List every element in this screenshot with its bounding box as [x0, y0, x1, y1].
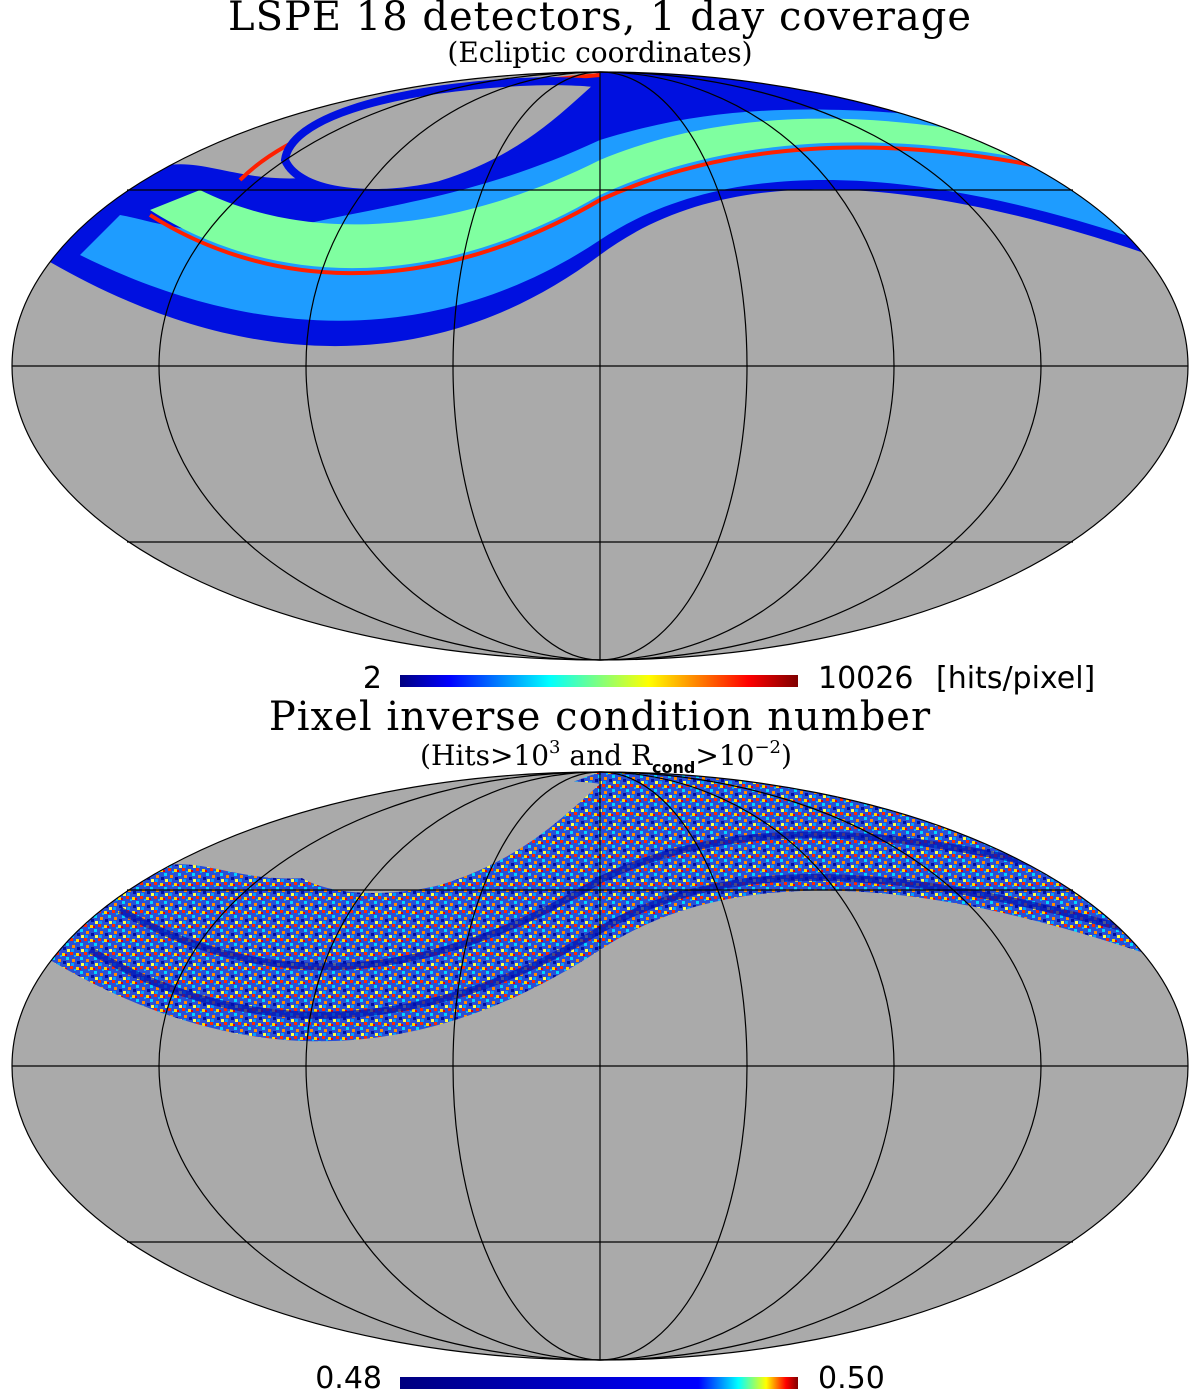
- colorbar-1-scale: [400, 675, 798, 687]
- coverage-band-green: [150, 118, 1100, 269]
- map-1: [11, 71, 1189, 661]
- colorbar-1-max-label: 10026: [818, 661, 913, 696]
- colorbar-1: 2 10026 [hits/pixel]: [363, 661, 1095, 696]
- condition-hole: [285, 781, 600, 893]
- chart-2-subtitle: (Hits>103 and Rcond>10−2): [420, 737, 792, 777]
- colorbar-1-min-label: 2: [363, 661, 382, 696]
- colorbar-2-min-label: 0.48: [315, 1361, 382, 1391]
- map-2: [11, 771, 1189, 1361]
- colorbar-1-unit: [hits/pixel]: [936, 661, 1095, 696]
- chart-1-title: LSPE 18 detectors, 1 day coverage: [228, 0, 972, 40]
- chart-1-subtitle: (Ecliptic coordinates): [447, 36, 752, 69]
- colorbar-2-max-label: 0.50: [818, 1361, 885, 1391]
- chart-2-title: Pixel inverse condition number: [269, 694, 931, 740]
- colorbar-2-scale: [400, 1377, 798, 1389]
- colorbar-2: 0.48 0.50: [315, 1361, 885, 1391]
- map-2-graticule: [11, 771, 1189, 1361]
- map-1-graticule: [11, 71, 1189, 661]
